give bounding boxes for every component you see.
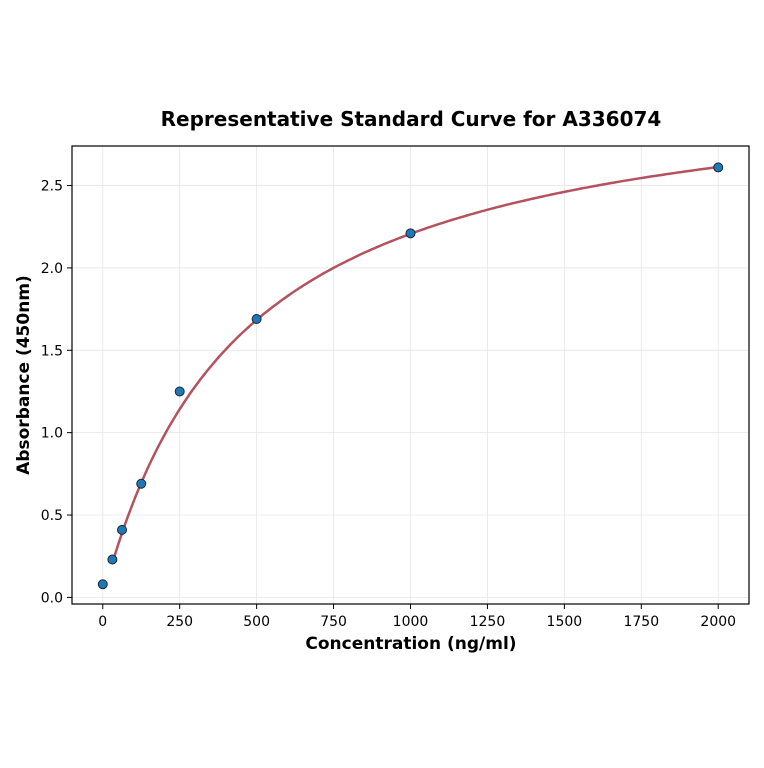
- data-point: [107, 554, 118, 565]
- y-axis-ticks: 0.0 0.5 1.0 1.5 2.0 2.5: [41, 179, 72, 606]
- y-tick-label: 0.5: [41, 508, 63, 524]
- data-point: [136, 478, 147, 489]
- x-tick-label: 0: [98, 614, 107, 630]
- y-axis-label: Absorbance (450nm): [14, 275, 34, 475]
- x-tick-label: 1500: [547, 614, 583, 630]
- x-tick-label: 1250: [470, 614, 506, 630]
- x-axis-label: Concentration (ng/ml): [305, 634, 516, 654]
- data-point: [117, 524, 128, 535]
- y-tick-label: 2.5: [41, 179, 63, 195]
- y-tick-label: 1.0: [41, 426, 63, 442]
- grid: [72, 146, 749, 604]
- y-tick-label: 1.5: [41, 343, 63, 359]
- x-axis-ticks: 0 250 500 750 1000 1250 1500 1750 2000: [98, 604, 736, 630]
- x-tick-label: 250: [166, 614, 193, 630]
- fit-curve: [111, 165, 719, 564]
- data-point: [713, 162, 724, 173]
- y-tick-label: 2.0: [41, 261, 63, 277]
- chart-title: Representative Standard Curve for A33607…: [161, 107, 662, 131]
- x-tick-label: 500: [243, 614, 270, 630]
- data-points: [97, 162, 724, 590]
- x-tick-label: 2000: [700, 614, 736, 630]
- data-point: [97, 579, 108, 590]
- data-point: [405, 228, 416, 239]
- data-point: [174, 386, 185, 397]
- x-tick-label: 1750: [623, 614, 659, 630]
- data-point: [251, 313, 262, 324]
- x-tick-label: 1000: [393, 614, 429, 630]
- y-tick-label: 0.0: [41, 590, 63, 606]
- x-tick-label: 750: [320, 614, 347, 630]
